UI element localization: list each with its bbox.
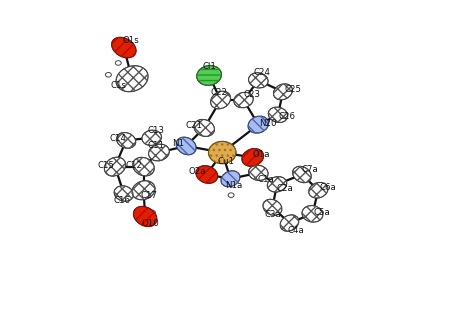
Text: O1s: O1s <box>123 36 139 45</box>
Text: Cl1: Cl1 <box>202 62 216 72</box>
Ellipse shape <box>148 144 169 161</box>
Text: C3a: C3a <box>264 210 281 219</box>
Ellipse shape <box>106 72 111 77</box>
Text: C15: C15 <box>97 161 114 170</box>
Ellipse shape <box>234 92 253 108</box>
Ellipse shape <box>309 182 328 198</box>
Text: C23: C23 <box>244 90 261 99</box>
Text: C16: C16 <box>114 196 131 205</box>
Ellipse shape <box>273 84 292 100</box>
Ellipse shape <box>115 61 121 65</box>
Ellipse shape <box>280 215 299 231</box>
Ellipse shape <box>263 199 282 215</box>
Text: C4a: C4a <box>287 226 304 235</box>
Ellipse shape <box>116 66 148 92</box>
Text: N20: N20 <box>259 119 276 128</box>
Text: C6a: C6a <box>319 183 336 192</box>
Ellipse shape <box>292 166 311 183</box>
Ellipse shape <box>132 181 155 200</box>
Ellipse shape <box>210 91 230 109</box>
Ellipse shape <box>248 165 268 180</box>
Text: N1: N1 <box>172 139 183 149</box>
Text: Cu1: Cu1 <box>217 156 234 166</box>
Text: C7a: C7a <box>301 165 318 174</box>
Ellipse shape <box>114 186 134 201</box>
Text: C25: C25 <box>284 85 301 94</box>
Text: C13: C13 <box>148 126 165 135</box>
Ellipse shape <box>267 176 287 192</box>
Text: C21: C21 <box>186 121 203 131</box>
Ellipse shape <box>248 73 268 88</box>
Ellipse shape <box>111 37 136 58</box>
Ellipse shape <box>248 116 269 133</box>
Ellipse shape <box>242 149 264 166</box>
Ellipse shape <box>194 119 214 136</box>
Text: C1a: C1a <box>257 175 274 184</box>
Text: C5a: C5a <box>313 208 330 217</box>
Ellipse shape <box>142 130 162 145</box>
Ellipse shape <box>104 157 126 176</box>
Ellipse shape <box>133 206 157 227</box>
Ellipse shape <box>302 206 323 222</box>
Ellipse shape <box>196 166 218 183</box>
Text: C12: C12 <box>126 161 143 170</box>
Ellipse shape <box>133 79 139 84</box>
Ellipse shape <box>209 141 236 164</box>
Ellipse shape <box>117 133 136 148</box>
Ellipse shape <box>268 107 288 123</box>
Text: C14: C14 <box>109 134 126 143</box>
Text: C22: C22 <box>210 88 227 97</box>
Text: C26: C26 <box>279 112 296 121</box>
Text: C24: C24 <box>253 68 270 77</box>
Text: C2a: C2a <box>276 184 293 194</box>
Text: O10: O10 <box>142 219 159 228</box>
Text: C1s: C1s <box>110 81 126 91</box>
Text: C11: C11 <box>147 141 164 150</box>
Ellipse shape <box>176 137 196 155</box>
Text: C17: C17 <box>140 191 157 200</box>
Text: O1a: O1a <box>253 150 270 159</box>
Ellipse shape <box>149 210 155 215</box>
Text: O2a: O2a <box>189 167 206 176</box>
Ellipse shape <box>221 171 240 187</box>
Text: N1a: N1a <box>225 181 242 191</box>
Ellipse shape <box>133 157 155 176</box>
Ellipse shape <box>197 66 221 85</box>
Ellipse shape <box>228 193 234 197</box>
